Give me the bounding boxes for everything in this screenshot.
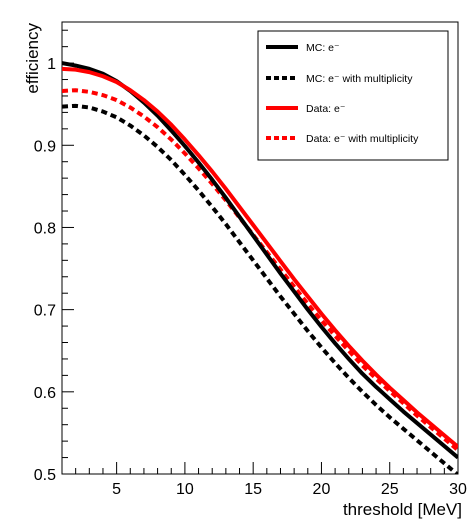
legend: MC: e⁻ MC: e⁻ with multiplicity Data: e⁻ Da… <box>257 30 449 161</box>
legend-label: MC: e⁻ with multiplicity <box>306 73 413 85</box>
y-tick-label: 0.8 <box>34 220 56 237</box>
x-tick-label: 5 <box>112 481 121 498</box>
y-tick-label: 0.9 <box>34 138 56 155</box>
x-axis-title: threshold [MeV] <box>343 500 462 519</box>
x-tick-label: 10 <box>176 481 194 498</box>
legend-label: Data: e⁻ <box>306 103 346 115</box>
x-tick-label: 15 <box>244 481 262 498</box>
series-line-3 <box>62 66 458 449</box>
y-tick-label: 0.6 <box>34 385 56 402</box>
legend-box <box>257 30 449 161</box>
axis-layer: 5 10 15 20 25 30 0.5 0.6 0.7 0.8 0.9 1 <box>34 29 467 498</box>
y-tick-label: 0.7 <box>34 303 56 320</box>
y-tick-label: 0.5 <box>34 467 56 484</box>
y-tick-label: 1 <box>47 56 56 73</box>
x-tick-label: 30 <box>449 481 467 498</box>
x-tick-label: 25 <box>381 481 399 498</box>
x-tick-label: 20 <box>313 481 331 498</box>
y-axis-title: efficiency <box>23 23 42 94</box>
legend-label: Data: e⁻ with multiplicity <box>306 133 419 145</box>
series-layer <box>62 61 458 474</box>
legend-label: MC: e⁻ <box>306 42 340 54</box>
plot-frame <box>61 21 459 475</box>
